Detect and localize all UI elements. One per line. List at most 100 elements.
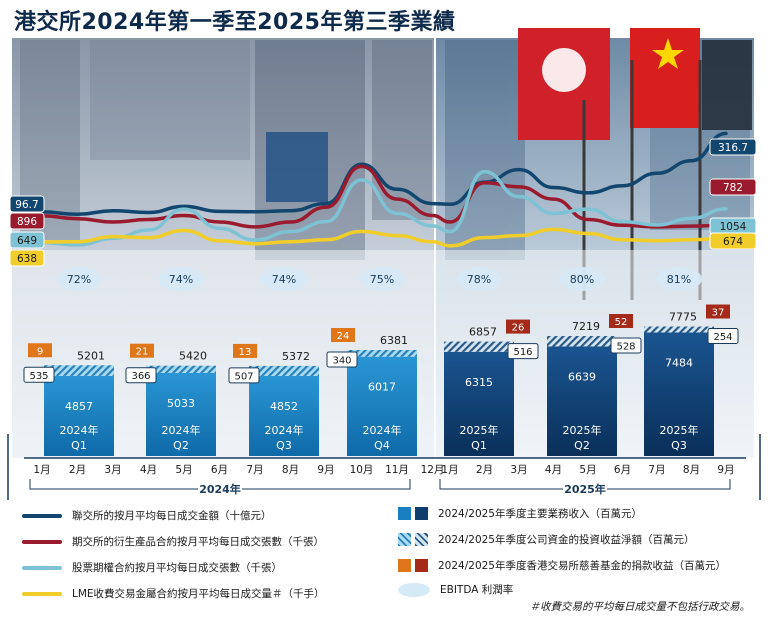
legend: 聯交所的按月平均每日成交金額（十億元） 期交所的衍生產品合約按月平均每日成交張數… — [0, 496, 768, 620]
donation-tag — [609, 314, 633, 329]
investment-value: 366 — [131, 371, 150, 382]
ebitda-ellipse — [56, 267, 102, 291]
investment-bar — [249, 365, 319, 376]
line-start-label-box — [9, 195, 45, 213]
legend-label: EBITDA 利潤率 — [440, 584, 514, 596]
investment-value: 254 — [713, 332, 732, 343]
dark-flag-icon — [702, 40, 752, 130]
donation-tag — [28, 343, 52, 358]
legend-swatch — [398, 533, 411, 546]
line-end-label-box — [709, 178, 757, 196]
revenue-bar — [547, 346, 617, 456]
ebitda-label: 74% — [272, 273, 296, 286]
investment-callout-box — [610, 337, 642, 354]
sign-board — [266, 132, 328, 202]
legend-swatch — [398, 507, 411, 520]
month-tick-label: 4月 — [545, 464, 562, 476]
star-icon — [652, 38, 684, 69]
investment-value: 507 — [234, 371, 253, 382]
line-start-label-box — [9, 212, 45, 230]
donation-value: 9 — [37, 346, 43, 357]
legend-swatch — [415, 507, 428, 520]
legend-item-stock-options: 股票期權合約按月平均每日成交張數（千張） — [22, 560, 282, 575]
donation-value: 37 — [712, 308, 725, 319]
line-start-label: 96.7 — [15, 199, 38, 211]
ebitda-label: 72% — [67, 273, 91, 286]
legend-label: 股票期權合約按月平均每日成交張數（千張） — [72, 562, 282, 574]
bar-year-label: 2024年 — [60, 423, 99, 437]
legend-item-hkex-turnover: 聯交所的按月平均每日成交金額（十億元） — [22, 508, 272, 523]
investment-value: 535 — [29, 371, 48, 382]
bar-quarter-label: Q1 — [471, 439, 487, 452]
bar-year-label: 2024年 — [265, 423, 304, 437]
year-label-bg — [198, 482, 242, 496]
legend-ellipse-swatch — [398, 582, 430, 597]
donation-value: 24 — [337, 331, 350, 342]
investment-value: 528 — [616, 342, 635, 353]
legend-label: 2024/2025年季度香港交易所慈善基金的捐款收益（百萬元） — [438, 560, 726, 572]
investment-bar — [644, 326, 714, 333]
bar-quarter-label: Q1 — [71, 439, 87, 452]
legend-item-donation: 2024/2025年季度香港交易所慈善基金的捐款收益（百萬元） — [398, 558, 726, 573]
revenue-bar — [146, 372, 216, 456]
donation-value: 26 — [512, 323, 525, 334]
month-tick-label: 8月 — [282, 464, 299, 476]
ebitda-ellipse — [656, 267, 702, 291]
legend-swatch — [415, 559, 428, 572]
revenue-value: 4852 — [270, 400, 298, 413]
month-tick-label: 3月 — [104, 464, 121, 476]
month-tick-label: 1月 — [441, 464, 458, 476]
revenue-value: 5033 — [167, 397, 195, 410]
legend-label: 聯交所的按月平均每日成交金額（十億元） — [72, 510, 272, 522]
legend-line-swatch — [22, 539, 62, 544]
total-value: 6857 — [469, 326, 497, 339]
investment-value: 516 — [513, 347, 532, 358]
bar-series-group: 4857 2024年 Q1 5201 9 535 5033 2024年 Q2 5420 21 366 4… — [23, 304, 739, 456]
donation-value: 52 — [615, 317, 628, 328]
investment-callout-box — [507, 343, 539, 360]
month-tick-label: 8月 — [683, 464, 700, 476]
investment-bar — [44, 365, 114, 376]
investment-value: 340 — [332, 355, 351, 366]
revenue-bar — [249, 375, 319, 456]
investment-bar — [347, 349, 417, 357]
line-end-label: 1054 — [720, 221, 747, 233]
donation-value: 13 — [239, 347, 252, 358]
line-end-label: 316.7 — [718, 142, 748, 154]
line-start-label-box — [9, 231, 45, 249]
ebitda-group: 72% 74% 74% 75% 78% 80% 81% — [56, 267, 702, 291]
revenue-bar — [347, 356, 417, 456]
line-end-label-box — [709, 232, 757, 250]
revenue-value: 4857 — [65, 400, 93, 413]
ebitda-ellipse — [559, 267, 605, 291]
ebitda-ellipse — [456, 267, 502, 291]
total-value: 5420 — [179, 350, 207, 363]
month-tick-label: 12月 — [421, 464, 445, 476]
investment-bar — [444, 341, 514, 352]
bar-year-label: 2024年 — [363, 423, 402, 437]
legend-item-lme: LME收費交易金屬合約按月平均每日成交量＃（千手） — [22, 586, 325, 601]
line-series-group — [40, 131, 728, 248]
line-end-label: 674 — [723, 236, 743, 248]
year-label: 2025年 — [564, 482, 606, 496]
month-tick-label: 7月 — [648, 464, 665, 476]
revenue-value: 7484 — [665, 357, 693, 370]
series-line — [40, 131, 728, 217]
ebitda-ellipse — [359, 267, 405, 291]
month-tick-label: 5月 — [175, 464, 192, 476]
legend-line-swatch — [22, 591, 62, 596]
legend-item-derivatives: 期交所的衍生產品合約按月平均每日成交張數（千張） — [22, 534, 324, 549]
bar-year-label: 2025年 — [460, 423, 499, 437]
china-flag-icon — [630, 28, 700, 128]
revenue-bar — [644, 332, 714, 456]
month-tick-label: 11月 — [385, 464, 409, 476]
ebitda-ellipse — [261, 267, 307, 291]
month-tick-label: 1月 — [33, 464, 50, 476]
revenue-value: 6017 — [368, 381, 396, 394]
total-value: 7219 — [572, 320, 600, 333]
series-line — [40, 164, 728, 229]
investment-callout-box — [326, 351, 358, 368]
ebitda-label: 80% — [570, 273, 594, 286]
month-tick-label: 6月 — [614, 464, 631, 476]
